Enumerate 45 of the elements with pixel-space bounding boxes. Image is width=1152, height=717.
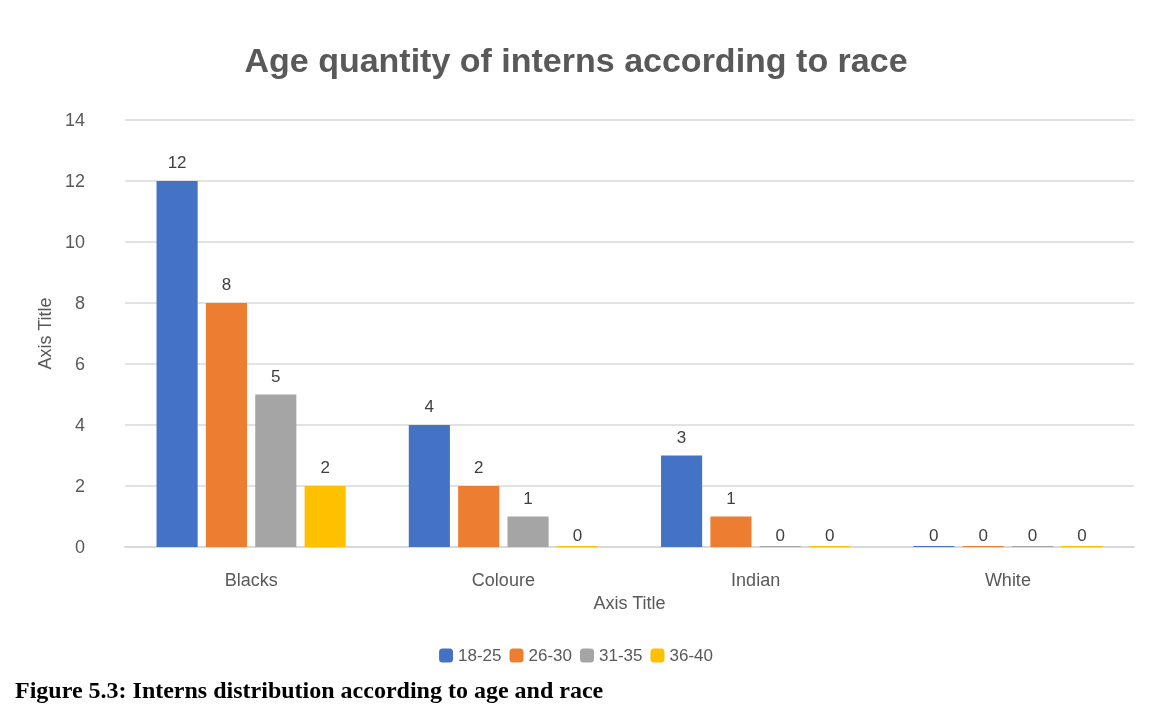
data-label: 3 bbox=[676, 427, 687, 447]
y-tick-label: 6 bbox=[74, 354, 85, 374]
bar bbox=[710, 516, 752, 547]
data-label: 4 bbox=[424, 397, 435, 416]
data-label: 0 bbox=[929, 526, 939, 545]
x-tick-label: Coloure bbox=[471, 570, 535, 590]
legend-label: 36-40 bbox=[669, 646, 713, 665]
data-label: 5 bbox=[271, 366, 281, 386]
y-tick-label: 2 bbox=[74, 476, 85, 496]
y-tick-label: 0 bbox=[74, 537, 85, 557]
data-label: 0 bbox=[572, 526, 583, 545]
y-tick-label: 14 bbox=[64, 110, 85, 130]
bar bbox=[408, 425, 450, 547]
x-tick-label: Indian bbox=[731, 570, 781, 590]
data-label: 0 bbox=[1027, 526, 1038, 545]
y-tick-label: 4 bbox=[74, 415, 85, 435]
y-tick-label: 12 bbox=[64, 171, 85, 191]
data-label: 1 bbox=[726, 488, 736, 508]
data-label: 12 bbox=[167, 153, 187, 172]
y-tick-label: 10 bbox=[64, 232, 85, 252]
x-axis-title: Axis Title bbox=[593, 592, 666, 613]
legend-label: 31-35 bbox=[599, 646, 643, 665]
chart-title: Age quantity of interns according to race bbox=[244, 41, 908, 79]
bar bbox=[205, 303, 248, 547]
bar bbox=[156, 181, 198, 547]
data-label: 1 bbox=[523, 488, 533, 508]
data-label: 0 bbox=[978, 526, 988, 545]
caption: Figure 5.3: Interns distribution according to age and race bbox=[15, 677, 604, 703]
bar bbox=[255, 394, 297, 547]
data-label: 2 bbox=[473, 458, 484, 477]
data-label: 0 bbox=[824, 526, 835, 545]
legend-label: 26-30 bbox=[528, 646, 572, 665]
data-label: 8 bbox=[221, 275, 232, 294]
bar bbox=[458, 486, 500, 547]
data-label: 2 bbox=[320, 458, 330, 477]
bar bbox=[661, 455, 703, 547]
x-tick-label: Blacks bbox=[224, 570, 278, 590]
data-label: 0 bbox=[1077, 526, 1087, 545]
bar bbox=[304, 486, 346, 547]
bar bbox=[507, 516, 549, 547]
y-tick-label: 8 bbox=[74, 293, 85, 313]
y-axis-title: Axis Title bbox=[35, 297, 56, 370]
x-tick-label: White bbox=[984, 570, 1031, 590]
data-label: 0 bbox=[775, 526, 786, 545]
legend-label: 18-25 bbox=[458, 646, 502, 665]
